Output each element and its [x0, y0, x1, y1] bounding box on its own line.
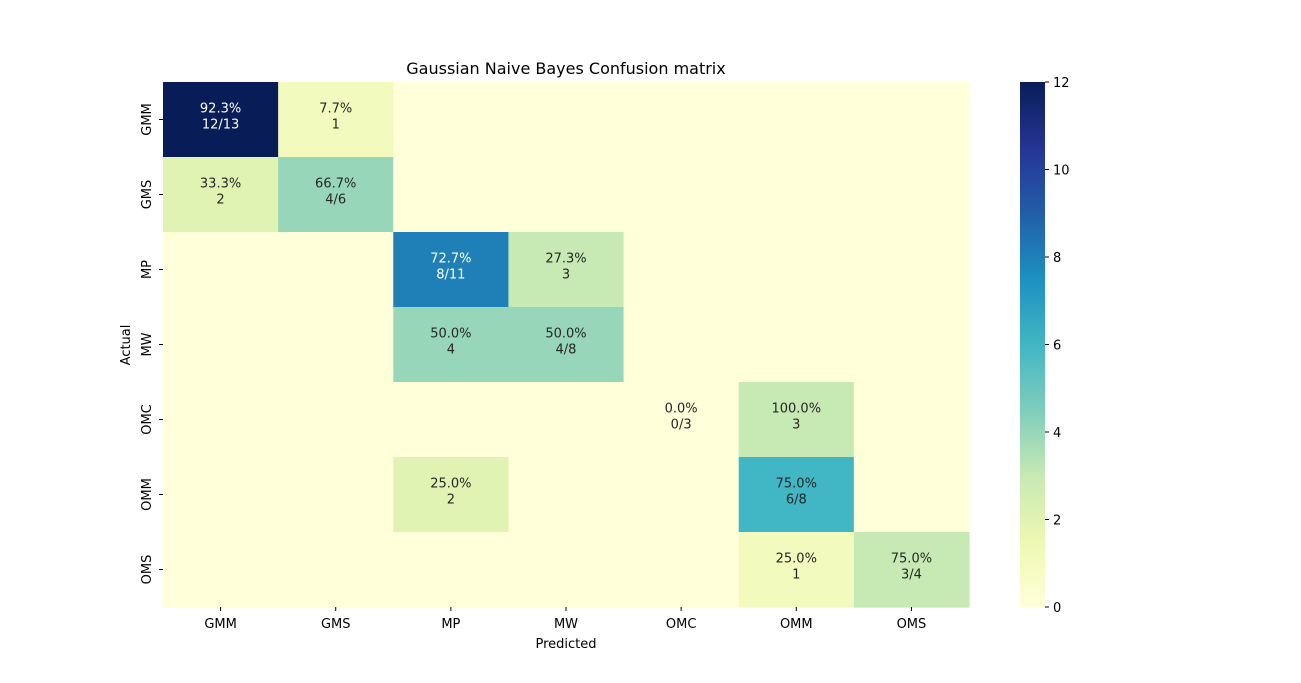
heatmap-cell	[623, 157, 740, 233]
heatmap-cell	[738, 232, 855, 308]
colorbar-ticks: 0 2 4 6 8 10 12	[1045, 76, 1070, 616]
chart-title: Gaussian Naive Bayes Confusion matrix	[406, 59, 725, 78]
cell-annotation: 25.0% 1	[776, 552, 817, 583]
heatmap-cell	[278, 457, 394, 533]
cell-annotation: 7.7% 1	[319, 102, 352, 133]
heatmap-cell	[853, 82, 970, 158]
y-tick-label: MW	[140, 332, 155, 356]
heatmap-cell	[393, 307, 510, 383]
heatmap-cell	[163, 82, 279, 158]
heatmap-cell	[163, 457, 279, 533]
x-axis-label: Predicted	[535, 637, 596, 652]
y-tick-label: OMS	[140, 555, 155, 585]
heatmap-cell	[393, 382, 510, 458]
x-tick-label: GMS	[321, 617, 351, 632]
heatmap-cells	[163, 82, 970, 608]
heatmap-cell	[623, 82, 740, 158]
heatmap-cell	[163, 532, 279, 608]
x-tick-label: OMM	[780, 617, 813, 632]
cell-annotation: 66.7% 4/6	[315, 177, 356, 208]
y-tick-label: OMC	[140, 404, 155, 435]
heatmap-cell	[853, 157, 970, 233]
colorbar-tick-label: 8	[1053, 251, 1061, 266]
x-tick-label: OMC	[666, 617, 697, 632]
heatmap-cell	[623, 307, 740, 383]
y-tick-label: OMM	[140, 478, 155, 511]
heatmap-cell	[508, 82, 625, 158]
heatmap-cell	[623, 532, 740, 608]
y-tick-label: MP	[140, 260, 155, 279]
heatmap-cell	[278, 532, 394, 608]
heatmap-cell	[853, 382, 970, 458]
heatmap-cell	[278, 157, 394, 233]
heatmap-cell	[738, 82, 855, 158]
cell-annotation: 50.0% 4/8	[545, 327, 586, 358]
heatmap-cell	[853, 532, 970, 608]
cell-annotation: 100.0% 3	[771, 402, 821, 433]
heatmap-cell	[853, 232, 970, 308]
heatmap-cell	[623, 457, 740, 533]
heatmap-cell	[738, 157, 855, 233]
heatmap-cell	[393, 157, 510, 233]
heatmap-cell	[508, 307, 625, 383]
x-tick-label: GMM	[204, 617, 237, 632]
heatmap-cell	[508, 382, 625, 458]
heatmap-cell	[738, 382, 855, 458]
colorbar-tick-label: 0	[1053, 601, 1061, 616]
heatmap-cell	[853, 457, 970, 533]
x-tick-label: MW	[554, 617, 578, 632]
heatmap-cell	[508, 157, 625, 233]
colorbar-tick-label: 10	[1053, 164, 1070, 179]
colorbar-tick-label: 4	[1053, 426, 1061, 441]
cell-annotation: 72.7% 8/11	[430, 252, 471, 283]
colorbar-tick-label: 6	[1053, 339, 1061, 354]
cell-annotation: 27.3% 3	[545, 252, 586, 283]
heatmap-cell	[393, 532, 510, 608]
heatmap-cell	[393, 82, 510, 158]
colorbar-tick-label: 2	[1053, 514, 1061, 529]
cell-annotation: 92.3% 12/13	[200, 102, 241, 133]
heatmap-cell	[508, 457, 625, 533]
heatmap-cell	[278, 232, 394, 308]
cell-annotation: 0.0% 0/3	[665, 402, 698, 433]
colorbar	[1020, 82, 1045, 607]
heatmap-cell	[163, 232, 279, 308]
heatmap-cell	[278, 82, 394, 158]
heatmap-cell	[623, 232, 740, 308]
x-tick-label: OMS	[897, 617, 927, 632]
cell-annotations: 92.3% 12/13 7.7% 1 33.3% 2 66.7% 4/6 72.7% 8/11 27…	[200, 102, 932, 583]
heatmap-cell	[393, 457, 510, 533]
heatmap-cell	[738, 307, 855, 383]
cell-annotation: 50.0% 4	[430, 327, 471, 358]
heatmap-cell	[393, 232, 510, 308]
heatmap-cell	[508, 232, 625, 308]
x-tick-label: MP	[441, 617, 460, 632]
y-axis: GMM GMS MP MW OMC OMM OMS	[140, 103, 163, 584]
cell-annotation: 25.0% 2	[430, 477, 471, 508]
heatmap-cell	[163, 157, 279, 233]
colorbar-tick-label: 12	[1053, 76, 1070, 91]
y-axis-label: Actual	[119, 325, 134, 366]
heatmap-cell	[738, 457, 855, 533]
heatmap-cell	[853, 307, 970, 383]
heatmap-cell	[163, 382, 279, 458]
heatmap-cell	[278, 307, 394, 383]
y-tick-label: GMS	[140, 180, 155, 210]
cell-annotation: 75.0% 6/8	[776, 477, 817, 508]
cell-annotation: 33.3% 2	[200, 177, 241, 208]
heatmap-cell	[508, 532, 625, 608]
heatmap-cell	[278, 382, 394, 458]
heatmap-cell	[163, 307, 279, 383]
y-tick-label: GMM	[140, 103, 155, 136]
x-axis: GMM GMS MP MW OMC OMM OMS	[204, 607, 926, 632]
cell-annotation: 75.0% 3/4	[891, 552, 932, 583]
heatmap-cell	[623, 382, 740, 458]
heatmap-cell	[738, 532, 855, 608]
